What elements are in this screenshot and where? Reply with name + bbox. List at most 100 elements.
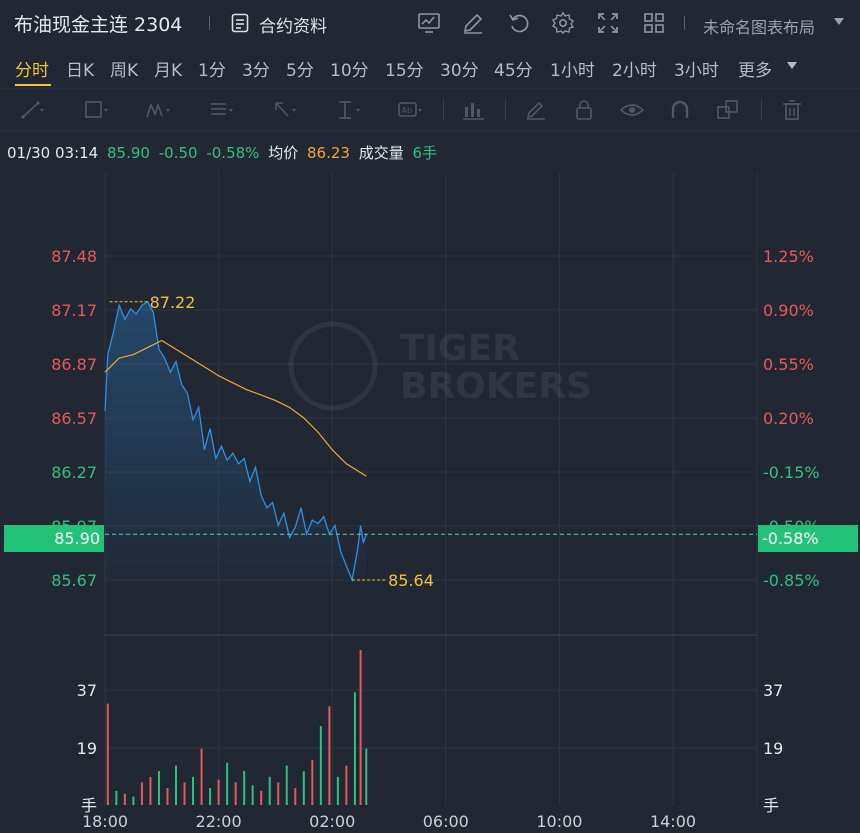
- tab-period[interactable]: 5分: [286, 61, 314, 81]
- intraday-chart[interactable]: TIGER BROKERS 87.48 1.25% 87.17 0.90% 86.87 0…: [0, 160, 860, 833]
- layers-icon[interactable]: [716, 99, 740, 121]
- text-tool-icon[interactable]: Ab: [398, 99, 422, 121]
- time-axis-label: 10:00: [536, 812, 582, 831]
- quote-datetime: 01/30 03:14: [7, 144, 99, 162]
- current-price-tag: 85.90: [4, 525, 104, 552]
- time-axis-label: 18:00: [82, 812, 128, 831]
- lock-icon[interactable]: [572, 99, 596, 121]
- price-area: [105, 301, 367, 580]
- tab-period[interactable]: 分时: [15, 61, 49, 81]
- pattern-tool-icon[interactable]: [146, 99, 170, 121]
- reset-icon[interactable]: [507, 11, 531, 35]
- volume-bar: [157, 771, 160, 805]
- current-pct-label: -0.58%: [762, 529, 819, 548]
- tab-period[interactable]: 10分: [330, 61, 369, 81]
- volume-bar: [353, 692, 356, 805]
- pen-icon[interactable]: [524, 99, 548, 121]
- document-icon[interactable]: [231, 13, 249, 33]
- volume-label: 成交量: [358, 144, 404, 162]
- volume-bar: [268, 776, 271, 805]
- axis-labels: 87.48 1.25% 87.17 0.90% 86.87 0.55% 86.57 0.20%…: [51, 247, 819, 831]
- instrument-title[interactable]: 布油现金主连 2304: [14, 14, 183, 36]
- time-axis-label: 14:00: [650, 812, 696, 831]
- edit-icon[interactable]: [461, 11, 485, 35]
- volume-bar: [149, 776, 152, 805]
- tab-period[interactable]: 30分: [440, 61, 479, 81]
- trash-icon[interactable]: [780, 99, 804, 121]
- eye-icon[interactable]: [620, 99, 644, 121]
- top-bar: 布油现金主连 2304 合约资料 未命名图表: [0, 0, 860, 46]
- pct-axis-label: 0.20%: [763, 409, 814, 428]
- divider: [761, 99, 762, 121]
- tab-period[interactable]: 2小时: [612, 61, 657, 81]
- volume-bar: [302, 771, 305, 805]
- volume-bar: [217, 779, 220, 805]
- volume-bar: [328, 706, 331, 805]
- tab-period[interactable]: 月K: [154, 61, 183, 81]
- time-axis-label: 06:00: [423, 812, 469, 831]
- volume-axis-label: 37: [763, 681, 783, 700]
- low-marker-label: 85.64: [388, 571, 434, 590]
- volume-bar: [285, 765, 288, 805]
- price-axis-label: 87.17: [51, 301, 97, 320]
- chevron-down-icon[interactable]: [787, 62, 797, 69]
- volume-bar: [123, 793, 126, 805]
- measure-tool-icon[interactable]: [336, 99, 360, 121]
- tab-period[interactable]: 1小时: [550, 61, 595, 81]
- volume-bar: [319, 726, 322, 805]
- contract-info-link[interactable]: 合约资料: [259, 17, 327, 37]
- volume-bar: [234, 782, 237, 805]
- volume-bar: [192, 776, 195, 805]
- pct-axis-label: 0.90%: [763, 301, 814, 320]
- chart-monitor-icon[interactable]: [417, 11, 441, 35]
- volume-bar: [277, 782, 280, 805]
- divider: [209, 16, 210, 30]
- volume-bar: [260, 790, 263, 805]
- volume-bar: [140, 782, 143, 805]
- price-area-fill: [105, 301, 367, 580]
- tab-period[interactable]: 15分: [385, 61, 424, 81]
- volume-bar: [359, 650, 362, 805]
- chevron-down-icon[interactable]: [834, 18, 844, 25]
- period-tabs: 分时 日K 周K 月K 1分 3分 5分 10分 15分 30分 45分 1小时…: [0, 48, 860, 84]
- time-axis-label: 22:00: [196, 812, 242, 831]
- volume-bar: [251, 785, 254, 805]
- magnet-icon[interactable]: [668, 99, 692, 121]
- volume-axis-label: 37: [77, 681, 97, 700]
- layout-selector[interactable]: 未命名图表布局: [703, 18, 816, 37]
- tab-period[interactable]: 日K: [66, 61, 95, 81]
- avg-price-line: [104, 339, 367, 477]
- settings-gear-icon[interactable]: [551, 11, 575, 35]
- volume-bar: [183, 782, 186, 805]
- volume-bar: [175, 765, 177, 805]
- svg-text:Ab: Ab: [402, 106, 413, 115]
- volume-axis-label: 手: [81, 796, 97, 815]
- time-axis-label: 02:00: [309, 812, 355, 831]
- volume-bar: [336, 776, 339, 805]
- indicator-icon[interactable]: [462, 99, 486, 121]
- trend-line-icon[interactable]: [20, 99, 44, 121]
- tab-period[interactable]: 1分: [198, 61, 226, 81]
- arrow-tool-icon[interactable]: [272, 99, 296, 121]
- quote-summary: 01/30 03:14 85.90 -0.50 -0.58% 均价 86.23 …: [7, 142, 441, 163]
- tab-period[interactable]: 45分: [494, 61, 533, 81]
- tab-period[interactable]: 3小时: [674, 61, 719, 81]
- price-axis-label: 86.57: [51, 409, 97, 428]
- volume-bar: [132, 796, 135, 805]
- grid-layout-icon[interactable]: [642, 11, 666, 35]
- rectangle-tool-icon[interactable]: [84, 99, 108, 121]
- tab-period[interactable]: 3分: [242, 61, 270, 81]
- current-price-label: 85.90: [54, 529, 100, 548]
- fibonacci-tool-icon[interactable]: [209, 99, 233, 121]
- pct-axis-label: 0.55%: [763, 355, 814, 374]
- volume-bar: [365, 748, 368, 805]
- fullscreen-icon[interactable]: [596, 11, 620, 35]
- volume-value: 6手: [412, 144, 438, 162]
- drawing-toolbar: Ab: [0, 88, 860, 132]
- divider: [684, 16, 685, 30]
- volume-bar: [294, 788, 297, 805]
- price-axis-label: 85.67: [51, 571, 97, 590]
- tab-period[interactable]: 周K: [110, 61, 139, 81]
- tab-more[interactable]: 更多: [738, 61, 772, 81]
- pct-axis-label: -0.15%: [763, 463, 820, 482]
